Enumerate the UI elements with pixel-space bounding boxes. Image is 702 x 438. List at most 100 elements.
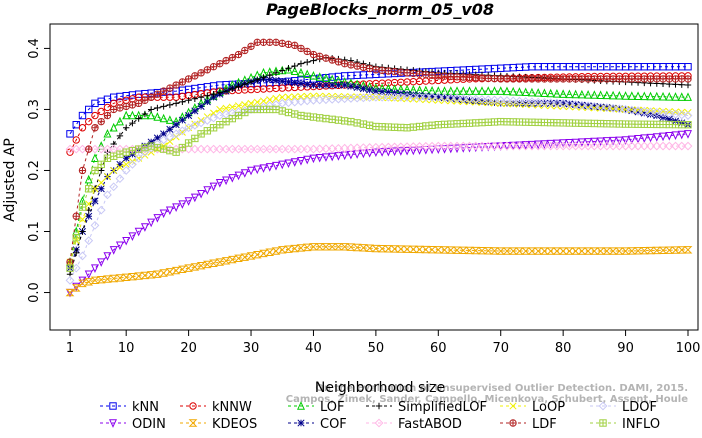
data-point-kdeos — [458, 246, 468, 255]
data-point-ldf — [510, 75, 517, 83]
legend-marker-cof — [297, 419, 305, 427]
data-point-fastabod — [315, 144, 325, 154]
data-point-ldf — [297, 44, 305, 53]
data-point-ldof — [502, 96, 512, 106]
data-point-inflo — [447, 120, 454, 128]
data-point-cof — [478, 97, 486, 106]
data-point-ldf — [184, 75, 193, 83]
data-point-lof — [615, 90, 624, 100]
data-point-loop — [85, 200, 93, 208]
data-point-odin — [677, 130, 686, 140]
data-point-simplifiedlof — [235, 83, 242, 90]
data-point-loop — [103, 173, 112, 181]
data-point-cof — [578, 101, 586, 109]
data-point-inflo — [304, 113, 311, 120]
legend-label-odin: ODIN — [132, 417, 166, 432]
data-point-simplifiedlof — [166, 101, 174, 109]
data-point-odin — [209, 182, 218, 192]
watermark-line-1: On the Evaluation of Unsupervised Outlie… — [315, 383, 688, 394]
data-point-odin — [253, 165, 262, 175]
data-point-cof — [341, 81, 349, 89]
data-point-inflo — [235, 112, 242, 119]
data-point-ldf — [103, 111, 112, 120]
data-point-lof — [590, 90, 599, 99]
data-point-ldf — [397, 69, 405, 76]
data-point-ldof — [627, 105, 637, 115]
data-point-lof — [109, 122, 118, 132]
data-point-fastabod — [440, 141, 449, 151]
data-point-fastabod — [321, 144, 331, 154]
data-point-knn — [97, 97, 105, 106]
data-point-simplifiedlof — [141, 110, 149, 118]
data-point-inflo — [210, 124, 217, 131]
data-point-cof — [572, 101, 580, 109]
data-point-cof — [528, 99, 536, 107]
data-point-odin — [178, 200, 187, 209]
data-point-inflo — [522, 118, 529, 126]
data-point-inflo — [684, 121, 692, 129]
data-point-cof — [565, 100, 573, 108]
data-point-lof — [671, 92, 680, 101]
data-point-ldof — [171, 129, 181, 139]
data-point-inflo — [435, 121, 442, 128]
data-point-fastabod — [209, 144, 218, 154]
data-point-ldf — [659, 75, 667, 83]
data-point-ldf — [410, 70, 417, 77]
data-point-ldf — [66, 258, 74, 266]
data-point-simplifiedlof — [197, 94, 205, 101]
data-point-kdeos — [583, 247, 593, 255]
data-point-cof — [540, 99, 548, 107]
data-point-ldof — [165, 132, 175, 142]
data-point-odin — [296, 157, 305, 166]
data-point-loop — [216, 105, 224, 113]
data-point-cof — [409, 91, 417, 99]
data-point-ldf — [491, 75, 498, 82]
data-point-kdeos — [502, 247, 512, 255]
data-point-ldf — [453, 73, 461, 80]
data-point-inflo — [566, 119, 573, 127]
data-point-fastabod — [252, 144, 262, 154]
data-point-inflo — [85, 185, 93, 193]
legend-marker-simplifiedlof — [375, 402, 383, 410]
data-point-kdeos — [477, 246, 487, 255]
data-point-odin — [147, 218, 156, 228]
data-point-ldf — [472, 74, 479, 81]
data-point-inflo — [178, 143, 187, 152]
data-point-ldf — [503, 75, 511, 83]
data-point-inflo — [166, 147, 174, 154]
data-point-ldf — [160, 87, 167, 95]
data-point-ldf — [204, 66, 211, 73]
data-point-inflo — [260, 106, 267, 113]
x-tick-label: 60 — [430, 341, 447, 356]
data-point-fastabod — [602, 141, 612, 151]
data-point-simplifiedlof — [247, 78, 255, 86]
data-point-inflo — [391, 124, 398, 131]
data-point-lof — [584, 90, 593, 99]
data-point-ldof — [415, 92, 424, 102]
data-point-ldof — [446, 93, 456, 103]
data-point-lof — [315, 72, 324, 81]
data-point-odin — [234, 171, 243, 181]
data-point-lof — [527, 87, 536, 97]
data-point-fastabod — [490, 141, 499, 151]
data-point-kdeos — [227, 255, 237, 264]
data-point-kdeos — [427, 245, 437, 254]
data-point-odin — [640, 134, 649, 144]
data-point-lof — [153, 112, 162, 121]
data-point-simplifiedlof — [279, 67, 286, 74]
data-point-odin — [109, 246, 118, 255]
data-point-inflo — [491, 118, 498, 126]
data-point-ldf — [91, 124, 99, 132]
data-point-odin — [621, 136, 630, 145]
data-point-inflo — [466, 119, 473, 127]
data-point-kdeos — [327, 243, 337, 251]
data-point-odin — [140, 223, 149, 232]
data-point-fastabod — [365, 143, 375, 152]
data-point-ldf — [166, 84, 174, 92]
data-point-cof — [203, 98, 211, 106]
data-point-ldf — [85, 145, 93, 153]
x-tick-label: 70 — [492, 341, 509, 356]
data-point-fastabod — [259, 144, 268, 154]
legend-label-cof: COF — [320, 417, 347, 432]
data-point-cof — [472, 97, 480, 105]
